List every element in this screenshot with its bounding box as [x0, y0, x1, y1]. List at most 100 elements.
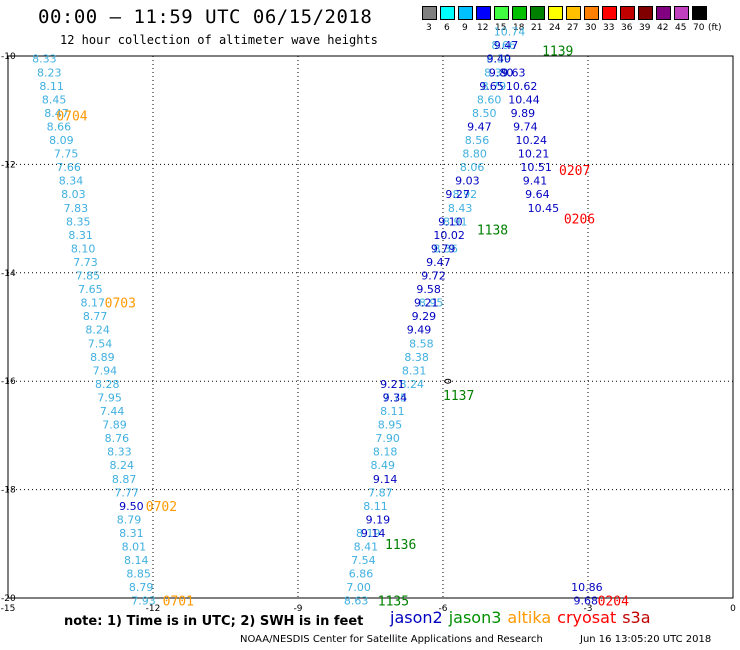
data-point-label: 8.79: [482, 80, 507, 93]
data-point-label: 9.19: [366, 513, 391, 526]
data-point-label: 8.87: [112, 473, 136, 486]
x-tick-label: 0: [730, 604, 736, 614]
data-point-label: 9.27: [445, 188, 470, 201]
scale-swatch: [440, 6, 455, 20]
data-point-label: 9.14: [373, 473, 398, 486]
data-point-label: 7.87: [368, 486, 393, 499]
scale-label: 42: [657, 23, 669, 33]
x-tick-label: -6: [439, 604, 448, 614]
scale-swatch: [674, 6, 689, 20]
pass-time-label: 1139: [542, 45, 573, 60]
pass-time-label: 1138: [477, 223, 508, 238]
data-point-label: 8.77: [83, 310, 108, 323]
data-point-label: 6.86: [349, 568, 374, 581]
pass-time-label: 0702: [146, 500, 177, 515]
data-point-label: 9.40: [487, 53, 512, 66]
scale-swatch: [476, 6, 491, 20]
scale-swatch: [422, 6, 437, 20]
scale-swatch: [494, 6, 509, 20]
data-point-label: 8.24: [85, 324, 110, 337]
data-point-label: 8.31: [402, 364, 427, 377]
scale-label: 15: [495, 23, 507, 33]
data-point-label: 8.95: [378, 419, 403, 432]
data-point-label: 7.75: [383, 391, 408, 404]
data-point-label: 7.44: [100, 405, 125, 418]
footnote: note: 1) Time is in UTC; 2) SWH is in fe…: [64, 614, 364, 629]
scale-swatch: [602, 6, 617, 20]
y-tick-label: -14: [1, 269, 16, 279]
data-point-label: 8.45: [42, 93, 66, 106]
data-point-label: 9.68: [574, 595, 599, 608]
y-tick-label: -12: [1, 160, 16, 170]
data-point-label: 8.33: [32, 53, 57, 66]
scale-swatch: [692, 6, 707, 20]
x-tick-label: -15: [1, 604, 16, 614]
data-point-label: 8.85: [126, 568, 150, 581]
position-marker: [444, 378, 452, 384]
data-point-label: 8.58: [409, 337, 434, 350]
legend-entry: s3a: [622, 608, 651, 627]
data-point-label: 8.33: [107, 446, 132, 459]
plot-frame: [7, 55, 734, 599]
data-point-label: 8.56: [465, 134, 490, 147]
data-point-label: 9.63: [501, 66, 526, 79]
data-point-label: 9.34: [383, 391, 408, 404]
scale-label: 18: [513, 23, 525, 33]
data-point-label: 10.51: [520, 161, 552, 174]
data-point-label: 9.65: [479, 80, 504, 93]
data-point-label: 9.58: [416, 283, 441, 296]
scale-label: 12: [477, 23, 489, 33]
scale-swatch: [656, 6, 671, 20]
data-point-label: 10.24: [516, 134, 548, 147]
scale-label: 36: [621, 23, 633, 33]
data-point-label: 7.75: [54, 148, 79, 161]
data-point-label: 8.41: [354, 541, 379, 554]
data-point-label: 8.34: [59, 175, 84, 188]
data-point-label: 9.47: [467, 120, 492, 133]
scale-label: 70: [693, 23, 705, 33]
legend-entry: altika: [507, 608, 552, 627]
data-point-label: 9.64: [525, 188, 550, 201]
scale-swatch: [566, 6, 581, 20]
data-point-label: 7.00: [346, 581, 371, 594]
y-tick-label: -18: [1, 486, 16, 496]
pass-time-label: 0206: [564, 213, 595, 228]
pass-time-label: 1135: [378, 595, 409, 610]
page-title: 00:00 – 11:59 UTC 06/15/2018: [38, 6, 373, 28]
data-point-label: 7.93: [131, 595, 156, 608]
data-point-label: 8.50: [472, 107, 497, 120]
data-point-label: 8.60: [477, 93, 502, 106]
data-point-label: 8.09: [49, 134, 73, 147]
data-point-label: 9.21: [380, 378, 405, 391]
data-point-label: 8.11: [363, 500, 388, 513]
scale-swatch: [530, 6, 545, 20]
scale-label: 39: [639, 23, 651, 33]
scale-label: 6: [444, 23, 450, 33]
satellite-legend: jason2 jason3 altika cryosat s3a: [390, 608, 657, 627]
y-tick-label: -16: [1, 377, 16, 387]
scale-label: 30: [585, 23, 597, 33]
pass-time-label: 1136: [385, 538, 416, 553]
pass-time-label: 1137: [443, 389, 474, 404]
data-point-label: 8.10: [71, 242, 96, 255]
data-point-label: 7.95: [97, 391, 122, 404]
data-point-label: 9.49: [407, 324, 432, 337]
data-point-label: 9.10: [438, 215, 463, 228]
y-tick-label: -10: [1, 52, 16, 62]
legend-entry: jason3: [448, 608, 502, 627]
data-point-label: 10.02: [433, 229, 465, 242]
data-point-label: 8.43: [448, 202, 473, 215]
pass-time-label: 0204: [598, 595, 629, 610]
scale-label: 21: [531, 23, 543, 33]
data-point-label: 7.65: [78, 283, 103, 296]
data-point-label: 8.03: [61, 188, 86, 201]
data-point-label: 8.11: [39, 80, 64, 93]
data-point-label: 10.74: [494, 26, 526, 39]
data-point-label: 9.14: [361, 527, 386, 540]
data-point-label: 8.80: [462, 148, 487, 161]
data-point-label: 9.74: [513, 120, 538, 133]
data-point-label: 8.92: [453, 188, 478, 201]
data-point-label: 8.31: [68, 229, 93, 242]
data-point-label: 8.28: [95, 378, 120, 391]
